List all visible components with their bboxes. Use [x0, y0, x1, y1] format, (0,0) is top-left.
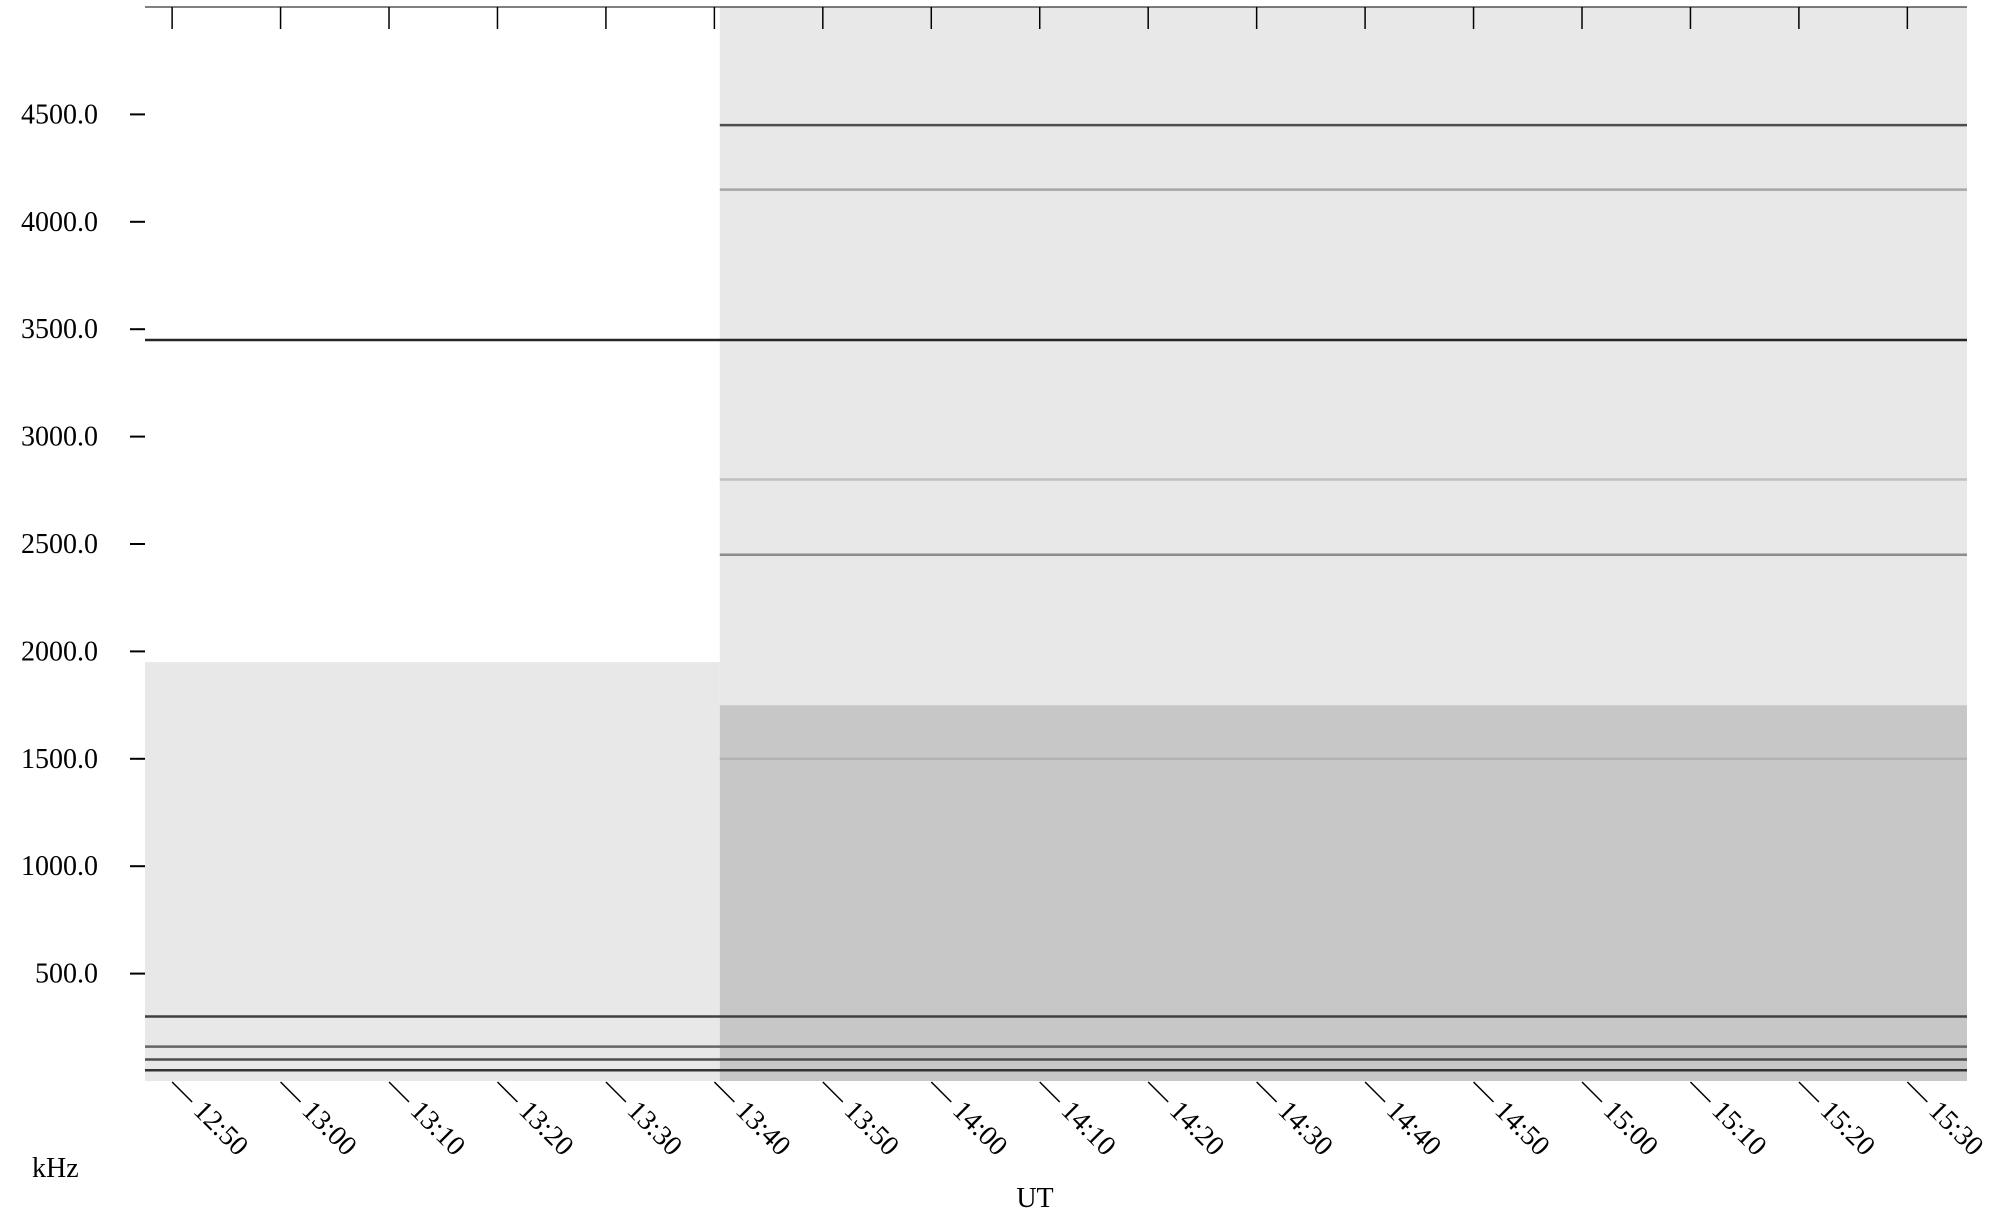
x-tick-label: 14:30 [1272, 1095, 1339, 1162]
spectrogram-plot-area [145, 7, 1967, 1081]
x-tick [1364, 1081, 1386, 1103]
x-tick [496, 1081, 519, 1103]
y-tick-label: 4500.0 [21, 99, 98, 130]
spectral-lines [145, 123, 1967, 1072]
x-tick [1798, 1081, 1820, 1103]
x-axis-label: UT [1016, 1183, 1053, 1214]
noise-region [145, 662, 720, 1081]
x-tick [1581, 1081, 1603, 1103]
y-tick-label: 2000.0 [21, 636, 98, 667]
y-tick-label: 3500.0 [21, 314, 98, 345]
x-tick [1689, 1081, 1711, 1103]
x-tick [713, 1081, 735, 1103]
x-tick [171, 1081, 193, 1103]
x-tick [388, 1081, 410, 1103]
y-axis: 500.0 1000.0 1500.0 2000.0 2500.0 3000.0 3500.… [21, 99, 145, 990]
x-tick-label: 13:10 [404, 1095, 471, 1162]
x-tick-label: 14:50 [1489, 1095, 1556, 1162]
y-tick-label: 1000.0 [21, 851, 98, 882]
y-tick-label: 2500.0 [21, 529, 98, 560]
x-tick-label: 14:40 [1380, 1095, 1447, 1162]
y-tick-label: 1500.0 [21, 744, 98, 775]
x-tick-label: 15:10 [1705, 1095, 1772, 1162]
x-tick-label: 12:50 [187, 1095, 254, 1162]
x-tick-label: 14:00 [946, 1095, 1013, 1162]
top-axis-ticks [171, 7, 1909, 29]
x-tick-label: 13:30 [621, 1095, 688, 1162]
x-tick [930, 1081, 952, 1103]
x-tick [1906, 1081, 1928, 1103]
x-tick-label: 15:20 [1814, 1095, 1881, 1162]
x-tick-label: 13:40 [729, 1095, 796, 1162]
x-tick-label: 13:50 [838, 1095, 905, 1162]
x-tick-label: 15:30 [1922, 1095, 1989, 1162]
x-tick [1147, 1081, 1169, 1103]
x-tick-label: 14:10 [1055, 1095, 1122, 1162]
y-axis-label: kHz [32, 1153, 79, 1184]
x-tick [1039, 1081, 1061, 1103]
y-tick-label: 500.0 [35, 959, 98, 990]
y-tick-label: 3000.0 [21, 422, 98, 453]
noise-region [719, 705, 1967, 1081]
x-tick [1473, 1081, 1495, 1103]
x-tick [605, 1081, 627, 1103]
y-tick-label: 4000.0 [21, 207, 98, 238]
x-axis: 12:50 13:00 13:10 13:20 13:30 13:40 13:50 14:00… [171, 1081, 1989, 1162]
x-tick-label: 14:20 [1163, 1095, 1230, 1162]
x-tick [280, 1081, 302, 1103]
x-tick-label: 13:20 [513, 1095, 580, 1162]
x-tick-label: 13:00 [296, 1095, 363, 1162]
x-tick-label: 15:00 [1597, 1095, 1664, 1162]
x-tick [822, 1081, 844, 1103]
noise-region [719, 7, 1967, 706]
x-tick [1256, 1081, 1278, 1103]
noise-regions [145, 7, 1967, 1081]
